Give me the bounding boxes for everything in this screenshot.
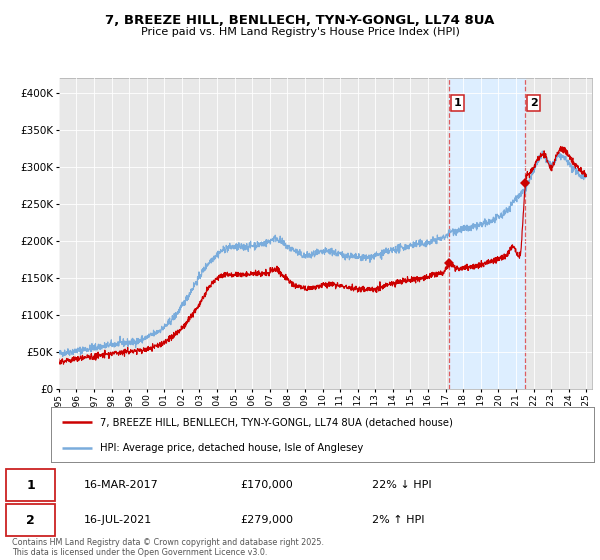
Text: 22% ↓ HPI: 22% ↓ HPI [372, 480, 431, 490]
Text: £170,000: £170,000 [240, 480, 293, 490]
Text: 1: 1 [26, 479, 35, 492]
Text: 16-JUL-2021: 16-JUL-2021 [84, 515, 152, 525]
FancyBboxPatch shape [6, 469, 55, 501]
FancyBboxPatch shape [6, 504, 55, 536]
Text: 2% ↑ HPI: 2% ↑ HPI [372, 515, 425, 525]
Text: Price paid vs. HM Land Registry's House Price Index (HPI): Price paid vs. HM Land Registry's House … [140, 27, 460, 37]
Text: 16-MAR-2017: 16-MAR-2017 [84, 480, 159, 490]
Text: £279,000: £279,000 [240, 515, 293, 525]
Bar [449, 78, 526, 389]
Text: 1: 1 [454, 98, 461, 108]
Text: 2: 2 [26, 514, 35, 526]
Text: HPI: Average price, detached house, Isle of Anglesey: HPI: Average price, detached house, Isle… [100, 444, 363, 453]
Text: 7, BREEZE HILL, BENLLECH, TYN-Y-GONGL, LL74 8UA: 7, BREEZE HILL, BENLLECH, TYN-Y-GONGL, L… [106, 14, 494, 27]
Text: 2: 2 [530, 98, 538, 108]
Text: 7, BREEZE HILL, BENLLECH, TYN-Y-GONGL, LL74 8UA (detached house): 7, BREEZE HILL, BENLLECH, TYN-Y-GONGL, L… [100, 418, 453, 427]
Text: Contains HM Land Registry data © Crown copyright and database right 2025.
This d: Contains HM Land Registry data © Crown c… [12, 538, 324, 557]
